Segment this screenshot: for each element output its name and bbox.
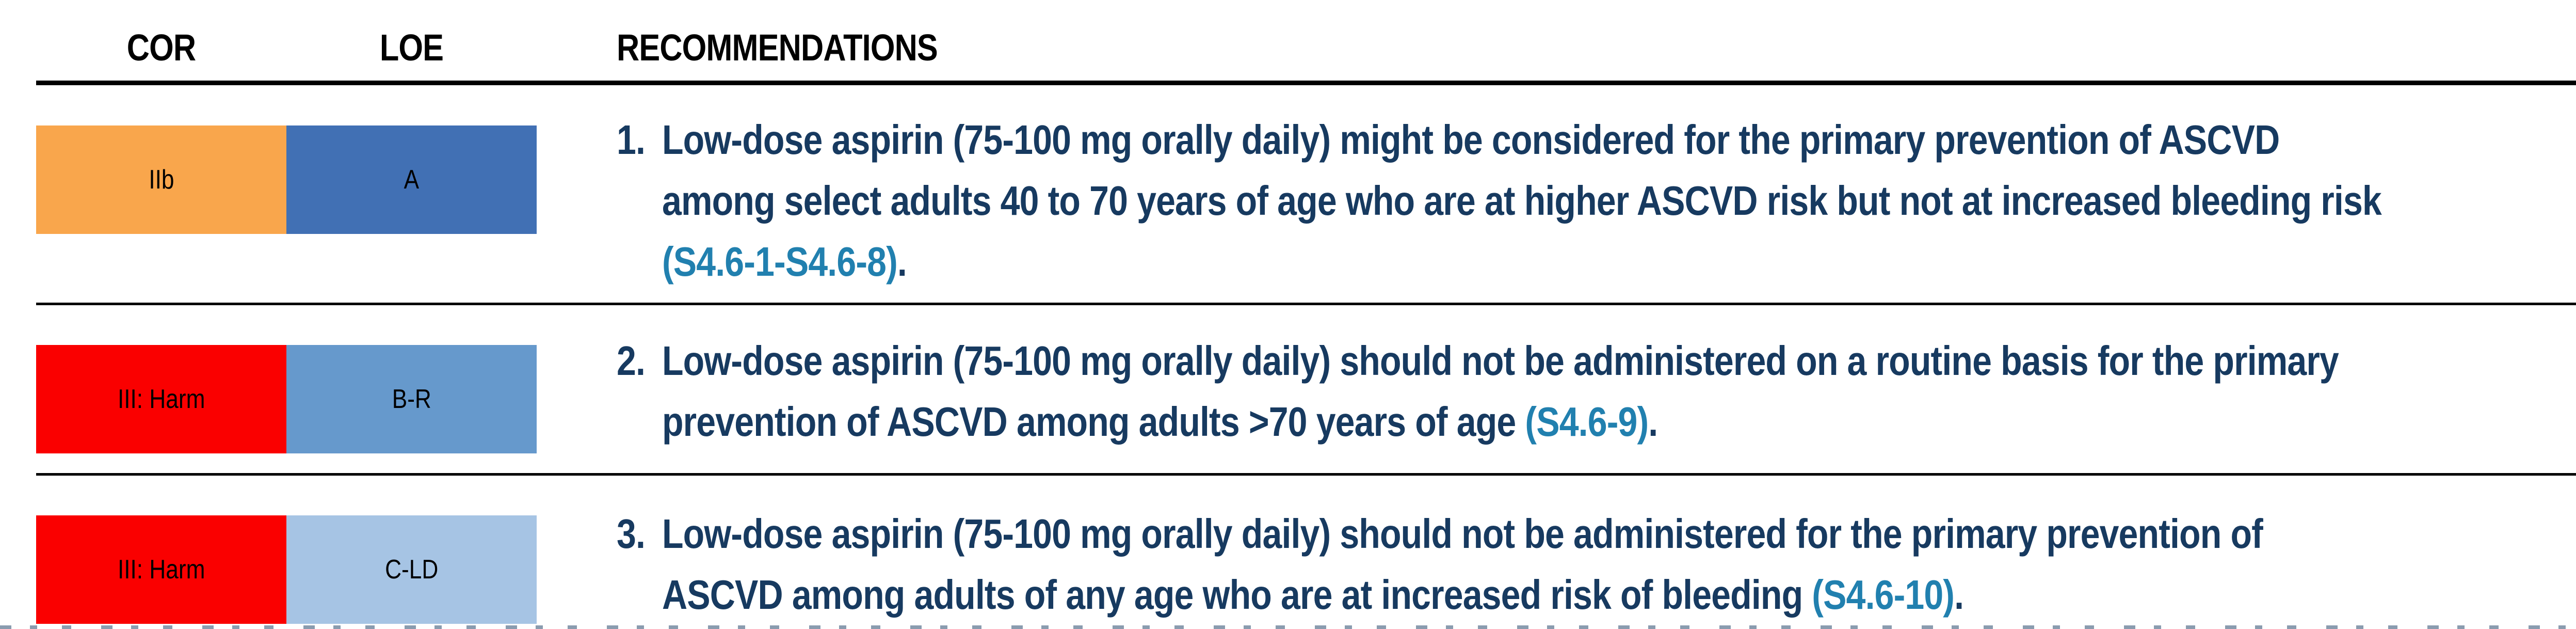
loe-badge-a: A [286, 125, 537, 234]
citation-link[interactable]: (S4.6-9) [1525, 399, 1649, 445]
recommendation-text-3: 3. Low-dose aspirin (75-100 mg orally da… [617, 504, 2576, 625]
recommendation-number: 3. [617, 511, 646, 557]
citation-link[interactable]: (S4.6-1-S4.6-8) [662, 239, 898, 285]
clipped-next-row-text [0, 625, 2576, 629]
header-cor-text: COR [126, 27, 196, 69]
loe-badge-label: A [404, 165, 420, 195]
recommendation-number: 1. [617, 117, 646, 163]
recommendation-text-line: among select adults 40 to 70 years of ag… [662, 178, 2382, 224]
recommendation-number: 2. [617, 338, 646, 384]
recommendation-text-line: (S4.6-1-S4.6-8). [662, 239, 907, 285]
citation-link[interactable]: (S4.6-10) [1812, 572, 1955, 618]
cor-badge-label: IIb [148, 165, 174, 195]
loe-badge-label: C-LD [384, 555, 439, 585]
recommendation-text-2: 2. Low-dose aspirin (75-100 mg orally da… [617, 331, 2576, 452]
header-recommendations-label: RECOMMENDATIONS [617, 25, 994, 71]
header-loe-label: LOE [286, 25, 537, 71]
cor-badge-label: III: Harm [117, 384, 205, 414]
row-divider-line [36, 473, 2576, 476]
loe-badge-label: B-R [392, 384, 431, 414]
cor-badge-iib: IIb [36, 125, 286, 234]
recommendation-text-line: Low-dose aspirin (75-100 mg orally daily… [662, 511, 2263, 557]
cor-badge-iii-harm: III: Harm [36, 345, 286, 453]
loe-badge-cld: C-LD [286, 515, 537, 624]
row-divider-line [36, 303, 2576, 305]
recommendation-text-line: ASCVD among adults of any age who are at… [662, 572, 1964, 618]
loe-badge-br: B-R [286, 345, 537, 453]
recommendation-text-line: Low-dose aspirin (75-100 mg orally daily… [662, 338, 2339, 384]
header-cor-label: COR [36, 25, 286, 71]
recommendation-text-1: 1. Low-dose aspirin (75-100 mg orally da… [617, 109, 2576, 292]
header-recommendations-text: RECOMMENDATIONS [617, 27, 938, 69]
cor-badge-label: III: Harm [117, 555, 205, 585]
header-divider-line [36, 81, 2576, 85]
cor-badge-iii-harm: III: Harm [36, 515, 286, 624]
header-loe-text: LOE [379, 27, 444, 69]
recommendation-text-line: Low-dose aspirin (75-100 mg orally daily… [662, 117, 2280, 163]
recommendation-text-line: prevention of ASCVD among adults >70 yea… [662, 399, 1658, 445]
